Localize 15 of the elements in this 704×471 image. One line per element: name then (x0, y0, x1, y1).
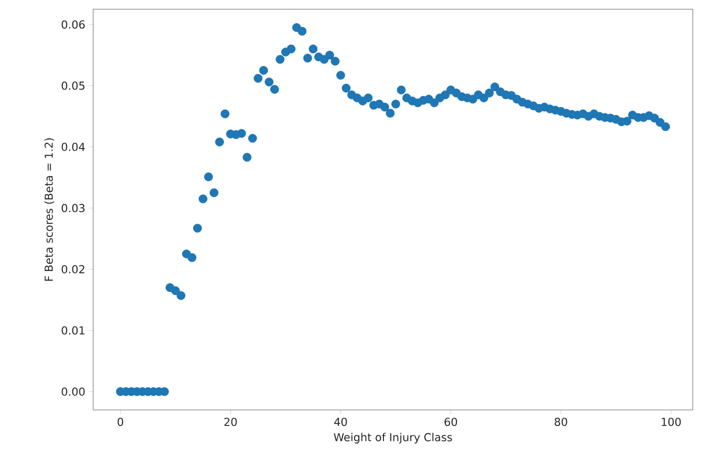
y-tick-label: 0.00 (62, 387, 85, 396)
y-axis-title: F Beta scores (Beta = 1.2) (44, 138, 54, 281)
y-tick-label: 0.05 (62, 81, 84, 90)
x-tick-label: 100 (662, 418, 681, 426)
x-tick-label: 60 (444, 418, 458, 426)
x-tick-label: 40 (334, 418, 347, 426)
x-axis-title: Weight of Injury Class (334, 432, 452, 444)
y-tick-label: 0.04 (62, 142, 85, 151)
y-tick-label: 0.03 (62, 204, 84, 212)
x-tick-label: 20 (224, 418, 237, 426)
x-tick-label: 0 (118, 418, 124, 426)
y-tick-label: 0.02 (62, 265, 84, 274)
x-tick-label: 80 (554, 418, 568, 426)
y-tick-label: 0.06 (62, 20, 85, 29)
y-tick-label: 0.01 (62, 326, 84, 334)
